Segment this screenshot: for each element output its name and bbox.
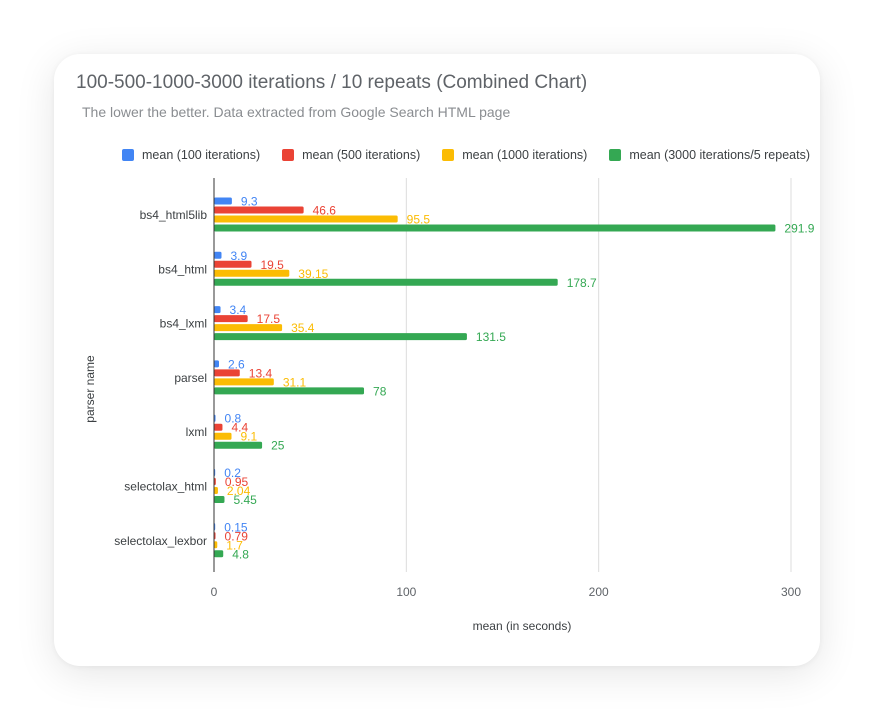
legend-label-1000: mean (1000 iterations): [462, 148, 588, 162]
legend-label-100: mean (100 iterations): [142, 148, 261, 162]
data-label: 0.95: [225, 475, 249, 489]
bar: [214, 306, 221, 314]
bar: [214, 387, 365, 395]
y-axis-title: parser name: [83, 355, 97, 423]
data-label: 1.7: [226, 538, 243, 552]
bar: [214, 315, 248, 323]
legend-swatch-1000: [442, 149, 455, 161]
bar: [214, 432, 232, 440]
bar: [214, 550, 224, 558]
bar: [214, 251, 222, 259]
category-label: selectolax_html: [124, 480, 207, 494]
bar: [214, 224, 776, 232]
legend-swatch-3000: [609, 149, 622, 161]
data-label: 9.3: [241, 195, 258, 209]
bar: [214, 324, 283, 332]
chart-legend: mean (100 iterations) mean (500 iteratio…: [122, 146, 810, 164]
data-label: 46.6: [313, 204, 337, 218]
bar: [214, 333, 467, 341]
bar: [214, 541, 218, 549]
category-label: lxml: [186, 425, 207, 439]
bar: [214, 197, 232, 205]
chart-subtitle: The lower the better. Data extracted fro…: [82, 104, 511, 120]
category-label: bs4_html: [158, 262, 207, 276]
data-label: 4.4: [231, 421, 248, 435]
data-label: 4.8: [232, 547, 249, 561]
data-label: 35.4: [291, 321, 315, 335]
data-label: 3.9: [231, 249, 248, 263]
data-label: 17.5: [257, 312, 281, 326]
category-label: bs4_html5lib: [140, 208, 208, 222]
bar: [214, 441, 263, 449]
data-label: 25: [271, 439, 285, 453]
legend-item-500[interactable]: mean (500 iterations): [282, 148, 420, 162]
category-label: parsel: [174, 371, 207, 385]
data-label: 31.1: [283, 375, 307, 389]
bar: [214, 423, 223, 431]
x-tick-label: 200: [589, 585, 609, 599]
bar: [214, 487, 218, 494]
bar: [214, 215, 398, 223]
bar: [214, 260, 252, 268]
x-tick-label: 300: [781, 585, 801, 599]
data-label: 2.6: [228, 357, 245, 371]
data-label: 3.4: [230, 303, 247, 317]
bar: [214, 206, 304, 214]
bar: [214, 369, 240, 377]
chart-card: [54, 54, 820, 666]
bar: [214, 278, 558, 286]
data-label: 0.79: [225, 529, 249, 543]
data-label: 39.15: [298, 267, 328, 281]
data-label: 178.7: [567, 276, 597, 290]
data-label: 5.45: [233, 493, 257, 507]
bar: [214, 378, 274, 386]
data-label: 13.4: [249, 366, 273, 380]
legend-swatch-100: [122, 149, 134, 161]
legend-label-500: mean (500 iterations): [302, 148, 421, 162]
data-label: 0.2: [224, 466, 241, 480]
data-label: 95.5: [407, 213, 431, 227]
x-axis-title: mean (in seconds): [473, 619, 572, 633]
data-label: 19.5: [261, 258, 285, 272]
data-label: 131.5: [476, 330, 506, 344]
data-label: 0.8: [225, 412, 242, 426]
bar: [214, 269, 290, 277]
legend-label-3000: mean (3000 iterations/5 repeats): [629, 148, 810, 162]
data-label: 2.04: [227, 484, 251, 498]
bar: [214, 360, 220, 368]
legend-item-100[interactable]: mean (100 iterations): [122, 148, 260, 162]
legend-item-3000[interactable]: mean (3000 iterations/5 repeats): [609, 148, 810, 162]
x-tick-label: 0: [211, 585, 218, 599]
bar: [214, 496, 225, 503]
data-label: 78: [373, 384, 387, 398]
category-label: bs4_lxml: [160, 317, 207, 331]
category-label: selectolax_lexbor: [114, 534, 207, 548]
data-label: 0.15: [224, 520, 248, 534]
data-label: 9.1: [241, 430, 258, 444]
chart-title: 100-500-1000-3000 iterations / 10 repeat…: [76, 72, 588, 93]
x-tick-label: 100: [396, 585, 416, 599]
data-label: 291.9: [784, 222, 814, 236]
legend-swatch-500: [282, 149, 295, 161]
legend-item-1000[interactable]: mean (1000 iterations): [442, 148, 587, 162]
